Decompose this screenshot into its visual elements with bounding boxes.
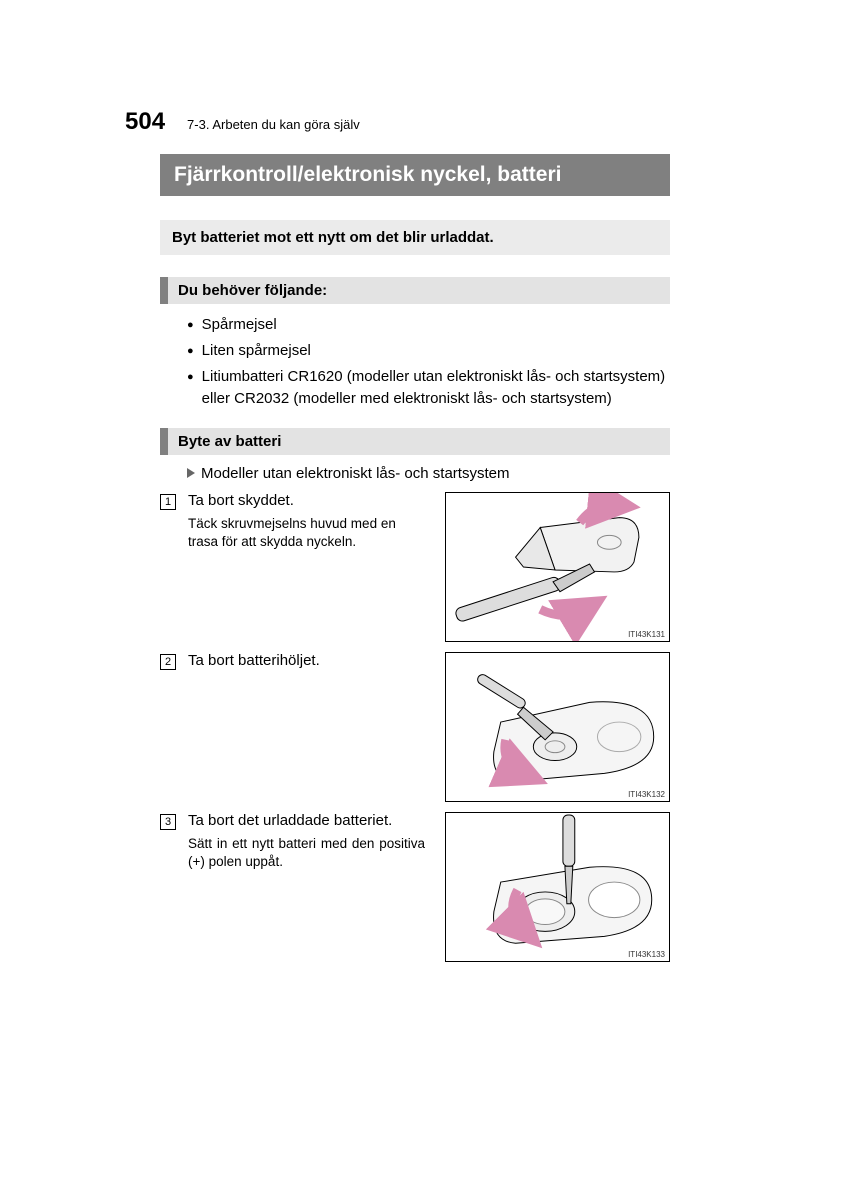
list-item-label: Spårmejsel: [202, 314, 277, 336]
needs-heading: Du behöver följande:: [160, 277, 670, 304]
list-item-label: Liten spårmejsel: [202, 340, 311, 362]
step-title: Ta bort skyddet.: [188, 492, 425, 509]
step-text: Ta bort det urladdade batteriet. Sätt in…: [188, 812, 433, 871]
step-row: 2 Ta bort batterihöljet.: [160, 652, 670, 802]
model-note: Modeller utan elektroniskt lås- och star…: [187, 465, 695, 482]
list-item-label: Litiumbatteri CR1620 (modeller utan elek…: [202, 366, 667, 410]
step-row: 3 Ta bort det urladdade batteriet. Sätt …: [160, 812, 670, 962]
step-text: Ta bort skyddet. Täck skruvmejselns huvu…: [188, 492, 433, 551]
section-path: 7-3. Arbeten du kan göra själv: [187, 117, 360, 132]
page-title: Fjärrkontroll/elektronisk nyckel, batter…: [160, 154, 670, 196]
step-desc: Sätt in ett nytt batteri med den positiv…: [188, 835, 425, 871]
figure: ITI43K131: [445, 492, 670, 642]
page-header: 504 7-3. Arbeten du kan göra själv: [125, 108, 695, 136]
replace-heading: Byte av batteri: [160, 428, 670, 455]
step-text: Ta bort batterihöljet.: [188, 652, 433, 669]
step-desc: Täck skruvmejselns huvud med en trasa fö…: [188, 515, 425, 551]
manual-page: 504 7-3. Arbeten du kan göra själv Fjärr…: [135, 108, 695, 972]
step-number: 2: [160, 654, 176, 670]
battery-cover-illustration: [446, 653, 669, 801]
step-number: 3: [160, 814, 176, 830]
step-title: Ta bort batterihöljet.: [188, 652, 425, 669]
step-row: 1 Ta bort skyddet. Täck skruvmejselns hu…: [160, 492, 670, 642]
list-item: ● Liten spårmejsel: [187, 340, 667, 362]
steps-container: 1 Ta bort skyddet. Täck skruvmejselns hu…: [160, 492, 670, 962]
figure: ITI43K132: [445, 652, 670, 802]
figure-id: ITI43K133: [628, 950, 665, 959]
step-title: Ta bort det urladdade batteriet.: [188, 812, 425, 829]
battery-remove-illustration: [446, 813, 669, 961]
page-number: 504: [125, 108, 165, 136]
triangle-icon: [187, 468, 195, 478]
key-remove-cover-illustration: [446, 493, 669, 641]
step-number: 1: [160, 494, 176, 510]
figure-id: ITI43K132: [628, 790, 665, 799]
list-item: ● Litiumbatteri CR1620 (modeller utan el…: [187, 366, 667, 410]
bullet-icon: ●: [187, 314, 194, 336]
needs-list: ● Spårmejsel ● Liten spårmejsel ● Litium…: [187, 314, 667, 410]
model-note-text: Modeller utan elektroniskt lås- och star…: [201, 465, 509, 482]
intro-text: Byt batteriet mot ett nytt om det blir u…: [160, 220, 670, 255]
figure-id: ITI43K131: [628, 630, 665, 639]
figure: ITI43K133: [445, 812, 670, 962]
list-item: ● Spårmejsel: [187, 314, 667, 336]
bullet-icon: ●: [187, 366, 194, 410]
bullet-icon: ●: [187, 340, 194, 362]
